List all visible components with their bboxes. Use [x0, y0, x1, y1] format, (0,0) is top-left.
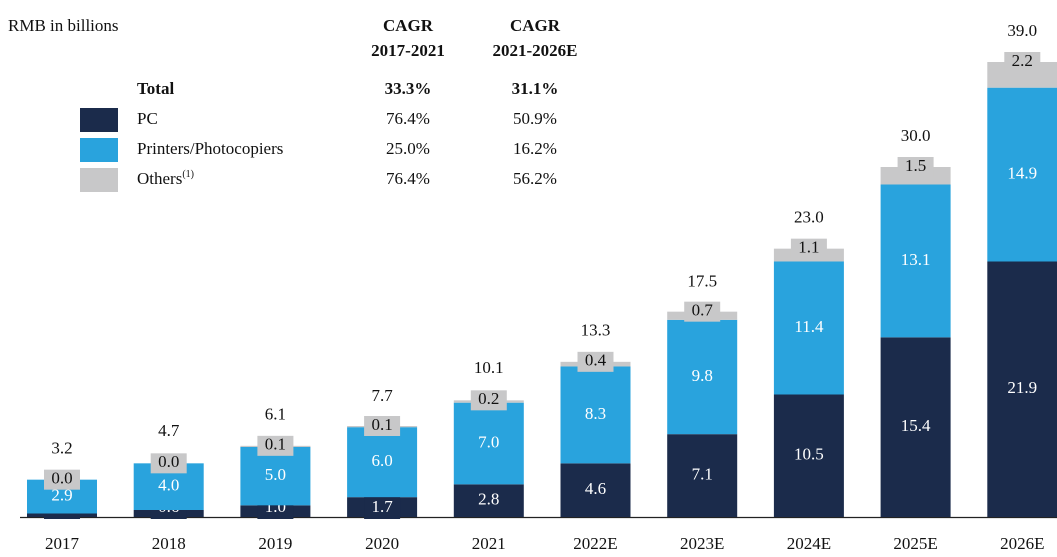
value-label: 1.1	[798, 238, 819, 257]
x-tick-label: 2023E	[680, 534, 724, 553]
bar-segment	[240, 447, 311, 506]
label-box	[44, 469, 80, 490]
value-label: 7.0	[478, 432, 499, 451]
label-box	[150, 453, 187, 474]
value-label: 2.8	[478, 490, 499, 509]
legend-label: PC	[137, 109, 158, 128]
bar-segment	[773, 261, 844, 395]
x-tick-label: 2025E	[893, 534, 937, 553]
legend-swatch	[80, 108, 118, 132]
value-label: 0.1	[371, 415, 392, 434]
value-label: 0.4	[585, 351, 607, 370]
label-box	[897, 157, 934, 177]
value-label: 0.0	[158, 452, 179, 471]
cagr-header: CAGR	[510, 16, 561, 35]
x-tick-label: 2022E	[573, 534, 617, 553]
bar-segment	[773, 394, 844, 517]
total-label: 3.2	[51, 439, 72, 458]
value-label: 1.7	[371, 497, 393, 516]
x-tick-label: 2019	[258, 534, 292, 553]
bar-segment	[560, 463, 631, 517]
label-box	[790, 238, 827, 259]
legend-swatch	[80, 138, 118, 162]
value-label: 15.4	[901, 416, 931, 435]
legend-label: Others(1)	[137, 169, 194, 188]
total-label: 17.5	[687, 272, 717, 291]
value-label: 0.0	[51, 469, 72, 488]
bar-segment	[347, 427, 418, 498]
bar-segment	[987, 87, 1057, 262]
label-box	[470, 390, 507, 411]
label-box	[257, 435, 294, 456]
cagr-value: 76.4%	[386, 169, 430, 188]
value-label: 4.6	[585, 479, 606, 498]
value-label: 0.1	[265, 435, 286, 454]
label-box	[684, 301, 721, 322]
label-box	[364, 416, 401, 436]
total-label: 6.1	[265, 405, 286, 424]
bar-segment	[880, 184, 951, 338]
total-label: 7.7	[371, 386, 393, 405]
value-label: 7.1	[692, 464, 713, 483]
cagr-value: 56.2%	[513, 169, 557, 188]
total-label: 4.7	[158, 421, 180, 440]
cagr-value: 16.2%	[513, 139, 557, 158]
x-tick-label: 2017	[45, 534, 80, 553]
total-row-label: Total	[137, 79, 174, 98]
cagr-value: 33.3%	[385, 79, 432, 98]
total-label: 30.0	[901, 126, 931, 145]
value-label: 21.9	[1007, 378, 1037, 397]
bar-segment	[560, 366, 631, 464]
value-label: 0.7	[692, 301, 714, 320]
value-label: 11.4	[794, 317, 824, 336]
legend-swatch	[80, 168, 118, 192]
bar-segment	[880, 337, 951, 517]
value-label: 13.1	[901, 250, 931, 269]
bar-segment	[453, 484, 524, 517]
cagr-header: 2017-2021	[371, 41, 445, 60]
x-tick-label: 2020	[365, 534, 399, 553]
bar-segment	[667, 319, 738, 435]
unit-label: RMB in billions	[8, 16, 119, 35]
total-label: 39.0	[1007, 21, 1037, 40]
cagr-value: 25.0%	[386, 139, 430, 158]
value-label: 2.2	[1012, 51, 1033, 70]
total-label: 13.3	[581, 321, 611, 340]
total-label: 10.1	[474, 358, 504, 377]
value-label: 1.5	[905, 156, 926, 175]
bar-segment	[453, 402, 524, 485]
label-box	[364, 497, 401, 519]
value-label: 14.9	[1007, 163, 1037, 182]
value-label: 2.9	[51, 485, 72, 504]
value-label: 5.0	[265, 465, 286, 484]
cagr-value: 31.1%	[512, 79, 559, 98]
cagr-value: 76.4%	[386, 109, 430, 128]
label-box	[577, 351, 614, 372]
cagr-header: 2021-2026E	[493, 41, 578, 60]
legend-label: Printers/Photocopiers	[137, 139, 283, 158]
bar-segment	[667, 434, 738, 517]
cagr-value: 50.9%	[513, 109, 557, 128]
x-tick-label: 2021	[472, 534, 506, 553]
x-tick-label: 2026E	[1000, 534, 1044, 553]
legend-note: (1)	[182, 169, 194, 180]
value-label: 8.3	[585, 404, 606, 423]
value-label: 0.2	[478, 389, 499, 408]
x-tick-label: 2024E	[787, 534, 831, 553]
total-label: 23.0	[794, 208, 824, 227]
value-label: 10.5	[794, 445, 824, 464]
cagr-header: CAGR	[383, 16, 434, 35]
value-label: 4.0	[158, 476, 179, 495]
value-label: 6.0	[371, 451, 392, 470]
x-tick-label: 2018	[152, 534, 186, 553]
label-box	[1004, 52, 1041, 72]
value-label: 9.8	[692, 366, 713, 385]
bar-segment	[987, 261, 1057, 517]
